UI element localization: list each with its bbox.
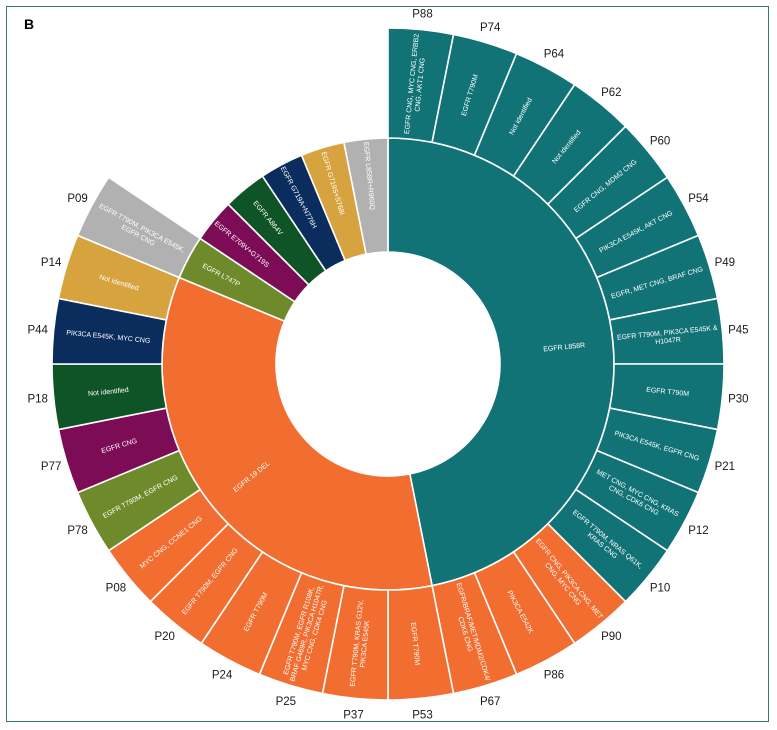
patient-labels: P88 P74 P64 P62 P60 P54 P49 P45 P30 P21 P12 P10 P90 P… <box>27 9 748 722</box>
patient-label-p78: P78 <box>67 525 87 537</box>
inner-label-egfr-l858r: EGFR L858R <box>543 342 586 353</box>
patient-label-p49: P49 <box>715 257 735 269</box>
patient-label-p24: P24 <box>212 669 233 681</box>
patient-label-p37: P37 <box>343 709 363 721</box>
mutation-label-p30: EGFR T790M <box>646 387 690 398</box>
inner-segment-egfr-l858r-r960q[interactable] <box>342 137 389 256</box>
mutation-label-p53: EGFR T790M <box>409 622 420 666</box>
patient-label-p21: P21 <box>715 461 735 473</box>
patient-label-p64: P64 <box>544 49 565 61</box>
patient-label-p90: P90 <box>601 631 621 643</box>
patient-label-p86: P86 <box>544 669 564 681</box>
patient-label-p45: P45 <box>728 324 748 336</box>
patient-label-p14: P14 <box>41 257 62 269</box>
outer-segment-p09[interactable] <box>76 176 202 279</box>
patient-label-p77: P77 <box>41 461 61 473</box>
mutation-label-p18: Not identified <box>88 387 129 398</box>
patient-label-p62: P62 <box>601 87 621 99</box>
patient-label-p12: P12 <box>688 525 708 537</box>
panel-letter: B <box>24 16 35 32</box>
patient-label-p67: P67 <box>480 696 500 708</box>
patient-label-p08: P08 <box>106 582 126 594</box>
patient-label-p18: P18 <box>27 394 47 406</box>
patient-label-p44: P44 <box>27 324 48 336</box>
patient-label-p60: P60 <box>650 136 670 148</box>
patient-label-p09: P09 <box>67 193 87 205</box>
patient-label-p25: P25 <box>276 696 296 708</box>
outer-ring: EGFR CNG, MYC CNG, ERBB2CNG, AKT1 CNG EGF… <box>51 27 725 701</box>
patient-label-p10: P10 <box>650 582 670 594</box>
patient-label-p54: P54 <box>688 193 709 205</box>
patient-label-p53: P53 <box>412 709 432 721</box>
patient-label-p20: P20 <box>154 631 174 643</box>
patient-label-p74: P74 <box>480 22 501 34</box>
patient-label-p30: P30 <box>728 394 748 406</box>
patient-label-p88: P88 <box>412 9 432 21</box>
